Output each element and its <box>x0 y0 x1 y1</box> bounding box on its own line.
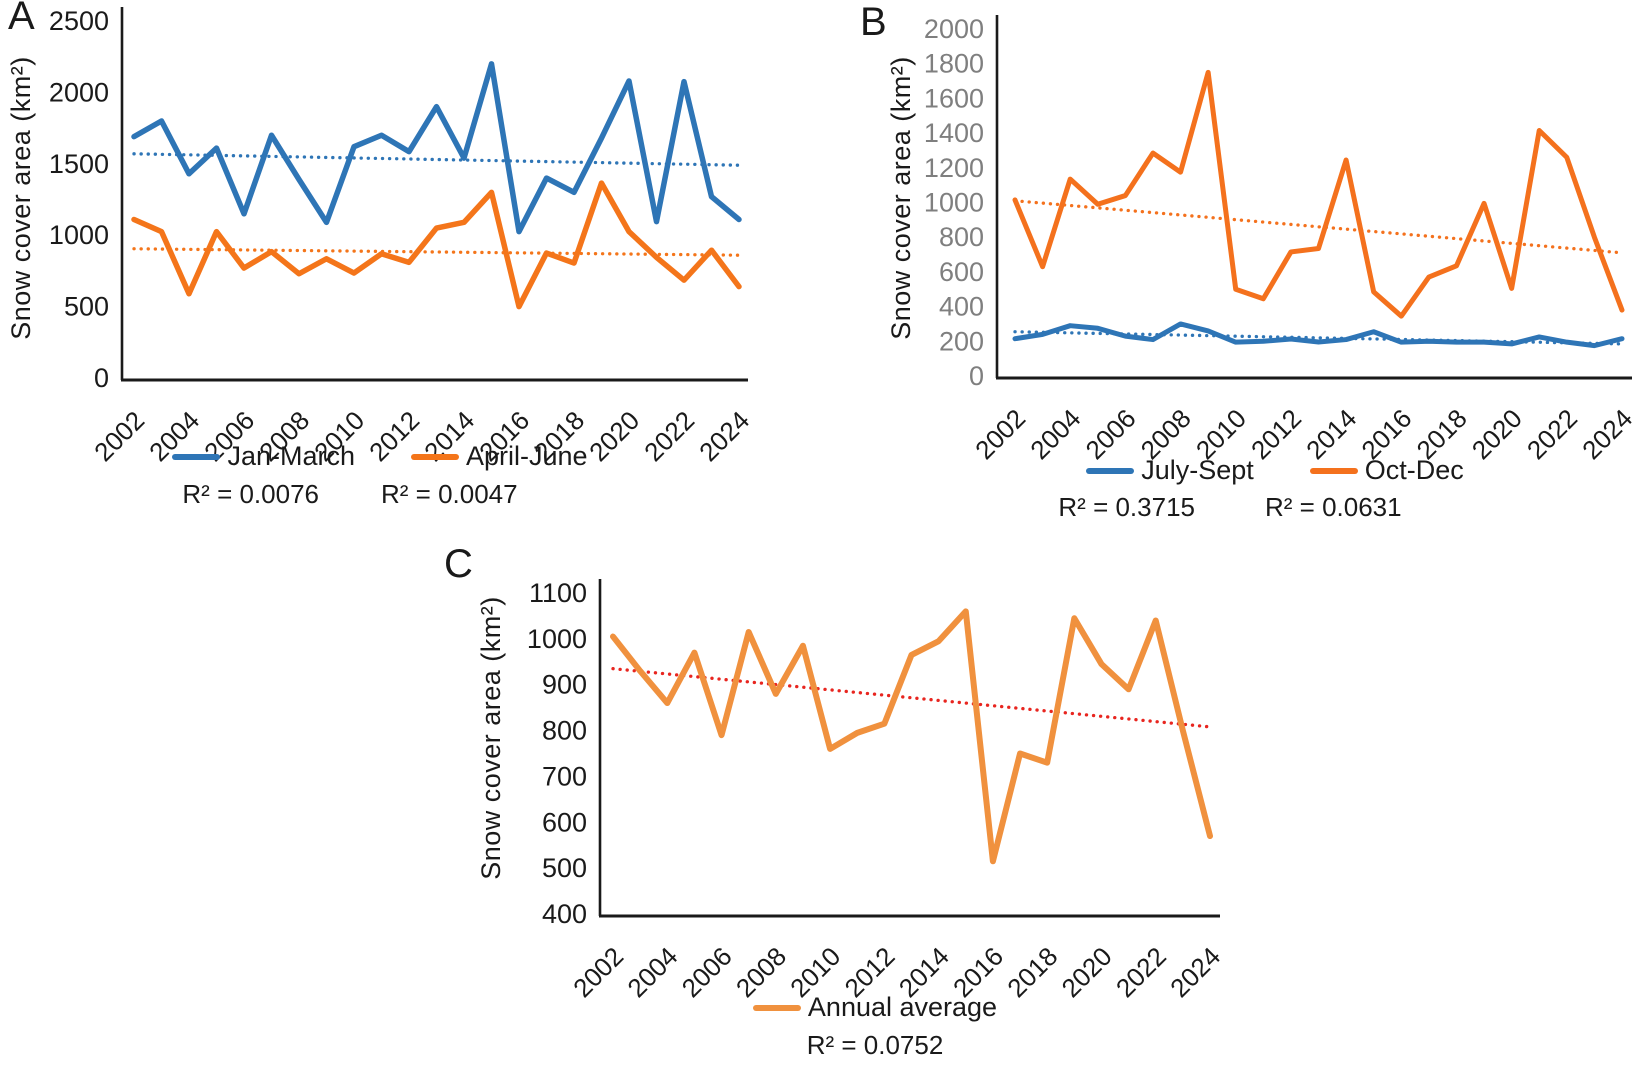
r2-april-june: R² = 0.0047 <box>381 479 518 509</box>
svg-text:1100: 1100 <box>529 578 587 608</box>
svg-text:400: 400 <box>939 292 984 322</box>
svg-text:1000: 1000 <box>527 624 587 654</box>
svg-text:1000: 1000 <box>49 220 109 250</box>
panel-c-legend: Annual average <box>520 992 1230 1023</box>
legend-label-april-june: April-June <box>465 441 588 471</box>
legend-item-july-sept: July-Sept <box>1086 455 1254 486</box>
svg-text:600: 600 <box>939 257 984 287</box>
svg-text:1500: 1500 <box>49 149 109 179</box>
svg-text:400: 400 <box>542 899 587 929</box>
panel-c: C Snow cover area (km²) 400 500 600 700 800 9… <box>420 540 1230 1072</box>
svg-text:0: 0 <box>969 361 984 391</box>
jan-march-line-swatch <box>172 453 221 460</box>
r2-oct-dec: R² = 0.0631 <box>1265 492 1402 522</box>
panel-c-r2-values: R² = 0.0752 <box>520 1030 1230 1061</box>
svg-text:800: 800 <box>939 222 984 252</box>
svg-text:700: 700 <box>542 761 587 791</box>
oct-dec-line-swatch <box>1309 467 1358 474</box>
svg-text:2500: 2500 <box>49 6 109 36</box>
svg-text:2000: 2000 <box>49 77 109 107</box>
panel-b-plot-area: 0200400600800100012001400160018002000200… <box>924 14 1638 465</box>
svg-text:900: 900 <box>542 670 587 700</box>
panel-c-plot-area: 4005006007008009001000110020022004200620… <box>527 578 1226 1003</box>
svg-text:1000: 1000 <box>924 188 984 218</box>
panel-a-label: A <box>8 0 35 38</box>
legend-item-annual-average: Annual average <box>752 992 998 1023</box>
panel-b-legend: July-Sept Oct-Dec <box>910 455 1640 486</box>
panel-a-legend: Jan-March April-June <box>0 441 760 472</box>
panel-b-label: B <box>860 0 887 44</box>
svg-text:2000: 2000 <box>924 14 984 44</box>
r2-annual-average: R² = 0.0752 <box>806 1030 944 1060</box>
legend-item-oct-dec: Oct-Dec <box>1309 455 1464 486</box>
april-june-line-swatch <box>410 453 459 460</box>
svg-text:1600: 1600 <box>924 83 984 113</box>
annual-average-line-swatch <box>752 1004 801 1011</box>
r2-july-sept: R² = 0.3715 <box>1058 492 1195 522</box>
svg-text:1400: 1400 <box>924 118 984 148</box>
legend-label-july-sept: July-Sept <box>1141 455 1254 485</box>
svg-text:0: 0 <box>94 363 109 393</box>
panel-a: A Snow cover area (km²) 0 500 1000 1500 2000… <box>0 0 780 540</box>
legend-label-jan-march: Jan-March <box>227 441 355 471</box>
r2-jan-march: R² = 0.0076 <box>182 479 319 509</box>
legend-label-annual-average: Annual average <box>807 992 998 1022</box>
legend-item-jan-march: Jan-March <box>172 441 355 472</box>
svg-text:500: 500 <box>64 292 109 322</box>
july-sept-line-swatch <box>1086 467 1135 474</box>
panel-b: B Snow cover area (km²) 0 200 400 600 800 100… <box>820 0 1640 540</box>
svg-text:500: 500 <box>542 853 587 883</box>
svg-text:200: 200 <box>939 326 984 356</box>
svg-text:1800: 1800 <box>924 49 984 79</box>
panel-a-plot-area: 0500100015002000250020022004200620082010… <box>49 6 755 467</box>
svg-text:1200: 1200 <box>924 153 984 183</box>
panel-c-label: C <box>444 542 473 586</box>
panel-b-r2-values: R² = 0.3715 R² = 0.0631 <box>820 492 1640 523</box>
legend-item-april-june: April-June <box>410 441 588 472</box>
svg-text:600: 600 <box>542 807 587 837</box>
panel-a-r2-values: R² = 0.0076 R² = 0.0047 <box>0 479 700 510</box>
svg-text:800: 800 <box>542 716 587 746</box>
legend-label-oct-dec: Oct-Dec <box>1364 455 1464 485</box>
